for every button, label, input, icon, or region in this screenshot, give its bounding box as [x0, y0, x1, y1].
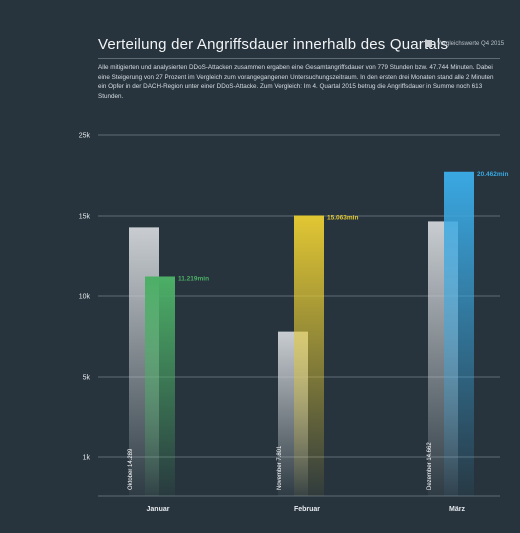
y-tick-label: 15k — [79, 214, 91, 221]
category-label: März — [449, 506, 465, 513]
category-label: Januar — [147, 506, 170, 513]
title-divider — [98, 58, 500, 59]
legend-swatch — [425, 40, 432, 47]
y-tick-label: 5k — [83, 375, 91, 382]
chart-title: Verteilung der Angriffsdauer innerhalb d… — [98, 36, 449, 53]
value-label: 20.462min — [477, 171, 508, 178]
value-bar-januar — [145, 276, 175, 496]
value-bar-märz — [444, 171, 474, 496]
y-tick-label: 25k — [79, 133, 91, 140]
chart-description: Alle mitigierten und analysierten DDoS-A… — [98, 64, 494, 100]
chart-legend: Vergleichswerte Q4 2015 — [425, 40, 504, 47]
value-label: 15.063min — [327, 214, 358, 221]
category-label: Februar — [294, 506, 320, 513]
value-bar-februar — [294, 215, 324, 497]
comparison-bar-label: Oktober 14.289 — [128, 448, 134, 490]
comparison-bar-label: November 7.801 — [277, 445, 283, 490]
value-label: 11.219min — [178, 275, 209, 282]
legend-label: Vergleichswerte Q4 2015 — [437, 40, 505, 47]
y-tick-label: 1k — [83, 455, 91, 462]
y-tick-label: 10k — [79, 294, 91, 301]
comparison-bar-label: Dezember 14.662 — [427, 442, 433, 490]
